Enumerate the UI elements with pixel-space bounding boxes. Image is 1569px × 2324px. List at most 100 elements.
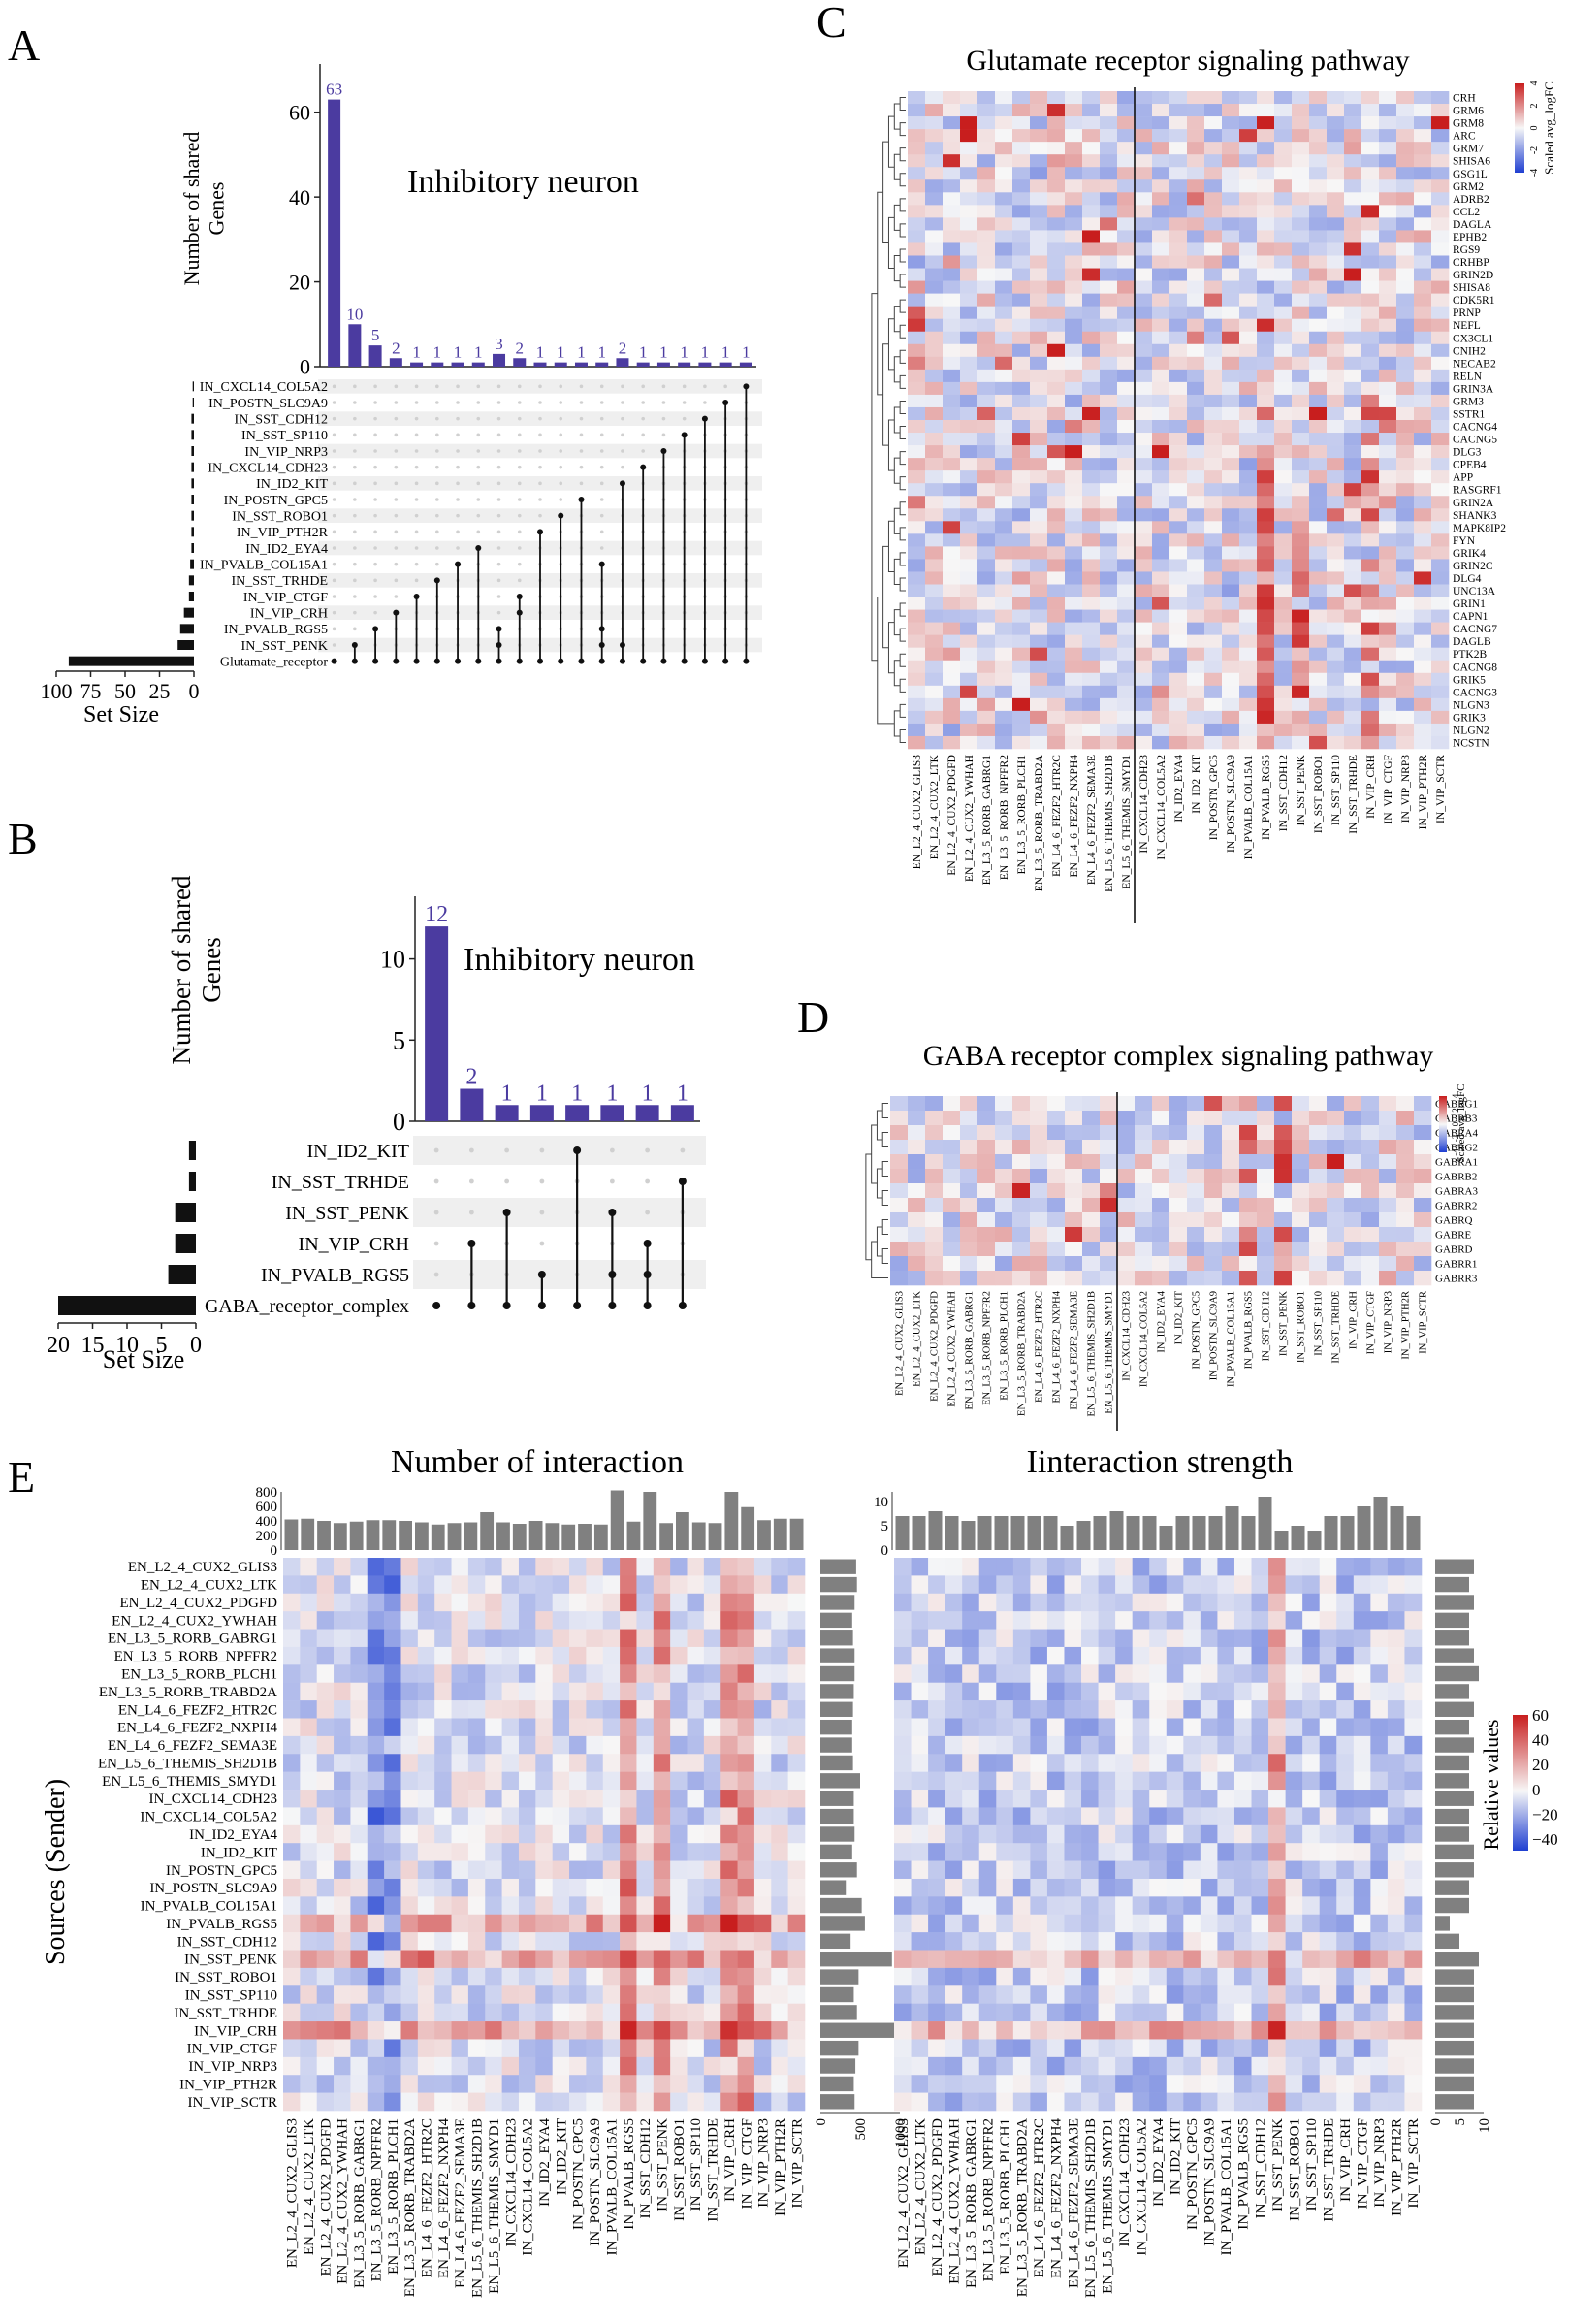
interaction-cell: [1012, 1878, 1031, 1897]
interaction-cell: [602, 1754, 621, 1772]
interaction-cell: [300, 1878, 318, 1897]
heatmap-cell: [1396, 1125, 1415, 1141]
heatmap-cell: [1169, 406, 1188, 421]
heatmap-cell: [1222, 1140, 1240, 1155]
interaction-cell: [687, 1718, 705, 1737]
matrix-dot-inactive: [373, 546, 377, 550]
heatmap-cell: [1152, 293, 1170, 307]
heatmap-cell: [1187, 521, 1205, 534]
heatmap-cell: [1047, 533, 1066, 547]
dendrogram-branch: [899, 703, 906, 718]
interaction-cell: [434, 1771, 452, 1791]
heatmap-cell: [1379, 571, 1397, 585]
heatmap-cell: [977, 154, 996, 168]
heatmap-cell: [1012, 697, 1031, 712]
interaction-cell: [894, 2021, 912, 2040]
dendrogram-branch: [899, 426, 906, 440]
heatmap-cell: [1012, 230, 1031, 243]
heatmap-cell: [925, 1096, 944, 1112]
interaction-cell: [586, 2003, 604, 2022]
interaction-cell: [945, 1735, 963, 1755]
heatmap-cell: [1030, 394, 1048, 408]
interaction-cell: [434, 1664, 452, 1684]
heatmap-cell: [1169, 597, 1188, 610]
interaction-cell: [434, 1807, 452, 1826]
heatmap-cell: [1187, 1271, 1205, 1286]
interaction-cell: [602, 1878, 621, 1897]
matrix-dot-inactive: [332, 530, 336, 534]
interaction-cell: [602, 1860, 621, 1880]
heatmap-cell: [977, 533, 996, 547]
interaction-cell: [434, 2075, 452, 2093]
interaction-cell: [1370, 1754, 1389, 1772]
interaction-cell: [653, 1611, 671, 1630]
interaction-cell: [518, 1629, 536, 1648]
interaction-cell: [1030, 2021, 1048, 2040]
matrix-dot-inactive: [723, 384, 727, 389]
interaction-cell: [1353, 1860, 1371, 1880]
matrix-dot-inactive: [435, 546, 439, 550]
heatmap-cell: [1257, 1212, 1275, 1228]
interaction-cell: [1319, 1735, 1337, 1755]
interaction-cell: [962, 1967, 980, 1986]
heatmap-cell: [1344, 584, 1362, 597]
interaction-cell: [978, 1718, 997, 1737]
heatmap-cell: [1292, 369, 1310, 383]
interaction-cell: [1268, 1754, 1286, 1772]
interaction-cell: [1132, 2075, 1150, 2093]
heatmap-cell: [1431, 280, 1450, 294]
heatmap-cell: [1204, 104, 1223, 117]
heatmap-cell: [1414, 381, 1432, 396]
interaction-cell: [434, 2039, 452, 2058]
heatmap-cell: [943, 445, 961, 459]
interaction-cell: [384, 1700, 401, 1719]
heatmap-cell: [1030, 697, 1048, 712]
interaction-cell: [928, 1593, 945, 1612]
heatmap-cell: [960, 1227, 978, 1243]
interaction-cell: [1387, 1950, 1405, 1969]
heatmap-cell: [925, 369, 944, 383]
heatmap-cell: [1274, 242, 1293, 256]
heatmap-cell: [1100, 230, 1118, 243]
heatmap-cell: [1257, 685, 1275, 699]
interaction-cell: [753, 1629, 772, 1648]
interaction-col-label: IN_VIP_PTH2R: [773, 2118, 788, 2216]
heatmap-cell: [1012, 584, 1031, 597]
heatmap-cell: [1047, 154, 1066, 168]
interaction-cell: [636, 1967, 655, 1986]
interaction-cell: [1370, 1664, 1389, 1684]
side-bar: [1435, 1826, 1469, 1842]
heatmap-row-label: SHISA6: [1453, 156, 1490, 168]
heatmap-cell: [1082, 470, 1101, 484]
heatmap-cell: [1396, 597, 1415, 610]
interaction-cell: [334, 1629, 351, 1648]
interaction-cell: [1404, 1950, 1423, 1969]
interaction-cell: [434, 1754, 452, 1772]
matrix-dot-inactive: [579, 416, 584, 421]
heatmap-cell: [1082, 1198, 1101, 1213]
heatmap-cell: [943, 1096, 961, 1112]
heatmap-cell: [1117, 458, 1136, 471]
heatmap-cell: [1431, 142, 1450, 155]
interaction-cell: [636, 1790, 655, 1808]
heatmap-cell: [943, 356, 961, 371]
intersection-bar: [493, 353, 506, 367]
top-bar: [317, 1521, 331, 1550]
interaction-cell: [384, 1878, 401, 1897]
interaction-cell: [283, 1896, 301, 1916]
heatmap-cell: [1204, 142, 1223, 155]
interaction-cell: [978, 1914, 997, 1933]
heatmap-cell: [1361, 546, 1380, 560]
heatmap-cell: [1187, 217, 1205, 231]
heatmap-cell: [1309, 470, 1328, 484]
heatmap-cell: [1187, 192, 1205, 206]
interaction-cell: [350, 1558, 368, 1576]
heatmap-cell: [1100, 192, 1118, 206]
heatmap-cell: [1239, 142, 1258, 155]
heatmap-cell: [1047, 546, 1066, 560]
interaction-cell: [1353, 1682, 1371, 1701]
heatmap-cell: [1361, 1140, 1380, 1155]
matrix-dot-inactive: [353, 578, 357, 583]
heatmap-cell: [1100, 306, 1118, 319]
heatmap-cell: [1292, 521, 1310, 534]
